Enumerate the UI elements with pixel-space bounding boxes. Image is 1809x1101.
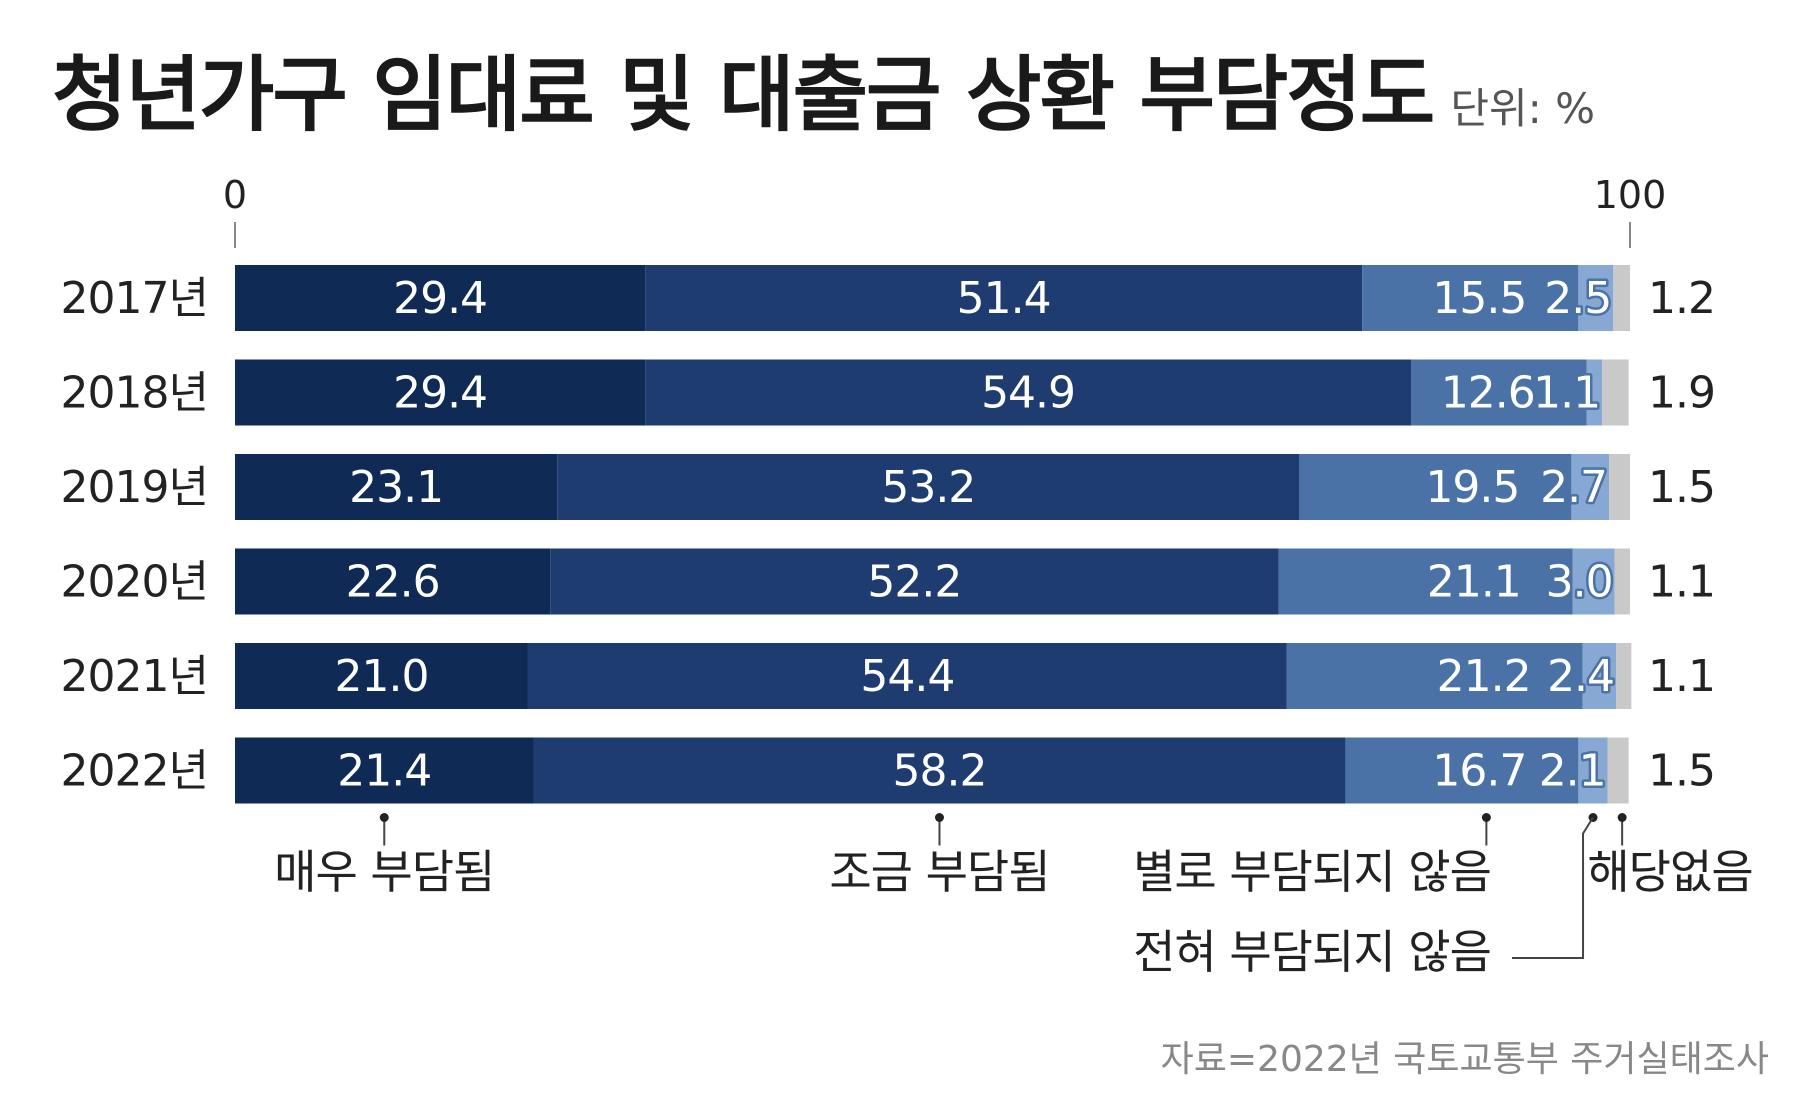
legend-label: 매우 부담됨 [274,845,494,899]
data-label: 29.4 [393,273,487,324]
x-tick-label: 100 [1594,173,1667,217]
data-label: 1.5 [1648,462,1715,513]
legend-label: 조금 부담됨 [829,845,1049,899]
bar-segment [645,359,1411,426]
bar-segment [1572,548,1615,615]
data-label: 29.4 [393,368,487,419]
data-label: 1.1 [1648,651,1715,702]
bar-segment [557,454,1300,520]
bar-segment [1616,643,1632,709]
data-label: 21.4 [337,746,431,797]
data-label: 15.5 [1432,273,1526,324]
bar-segment [235,737,534,804]
legend-leader-dot [934,813,944,822]
unit-label: 단위: % [1450,84,1596,133]
bar-segment [1607,737,1629,804]
bar-segment [1614,548,1630,615]
bar-segment [1586,359,1603,426]
title-block: 청년가구 임대료 및 대출금 상환 부담정도 단위: % [52,28,1595,147]
bar-segment [527,643,1287,709]
x-axis: 0 100 [223,173,1666,248]
bar-segment [1299,454,1572,520]
category-label: 2018년 [61,368,208,419]
data-label: 54.4 [860,651,954,702]
legend-label: 전혀 부담되지 않음 [1133,925,1491,979]
legend-leader-dot [1617,813,1627,822]
bar-segment [533,737,1346,804]
bar-segment [1602,359,1629,426]
bar-segment [1278,548,1573,615]
bar-segment [1286,643,1583,709]
data-label: 2.5 [1544,273,1611,324]
data-label: 1.9 [1648,368,1715,419]
data-label: 22.6 [346,557,440,608]
bar-segment [1410,359,1587,426]
data-label: 2.7 [1540,462,1607,513]
category-label: 2020년 [61,557,208,608]
bar-segment [235,265,646,331]
bar-segment [235,643,528,709]
data-label: 1.5 [1648,746,1715,797]
bar-segment [1362,265,1579,331]
data-label: 1.1 [1648,557,1715,608]
bar-segment [1578,265,1614,331]
bar-segment [1609,454,1630,520]
bar-segment [235,454,558,520]
legend-label: 해당없음 [1587,845,1752,899]
bar-segment [1345,737,1579,804]
data-label: 2.1 [1539,746,1606,797]
legend-leader-dot [1481,813,1491,822]
data-label: 19.5 [1425,462,1519,513]
chart-title: 청년가구 임대료 및 대출금 상환 부담정도 [52,48,1435,143]
category-label: 2021년 [61,651,208,702]
bar-segment [550,548,1279,615]
data-label: 53.2 [881,462,975,513]
bar-segment [1613,265,1630,331]
data-label: 16.7 [1432,746,1526,797]
data-label: 2.4 [1547,651,1614,702]
bar-segment [1578,737,1608,804]
source-note: 자료=2022년 국토교통부 주거실태조사 [1160,1039,1769,1080]
bars-layer: 2017년 29.4 51.4 15.5 2.5 1.2 2018년 29.4 54.9 12.6… [61,265,1716,804]
bar-segment [235,359,646,426]
data-label: 21.1 [1427,557,1521,608]
data-label: 23.1 [349,462,443,513]
data-label: 21.2 [1437,651,1531,702]
bar-segment [1571,454,1610,520]
data-label: 52.2 [867,557,961,608]
data-label: 21.0 [334,651,428,702]
data-label: 54.9 [981,368,1075,419]
bar-segment [235,548,551,615]
data-label: 12.6 [1441,368,1535,419]
legend-label: 별로 부담되지 않음 [1133,845,1491,899]
data-label: 58.2 [892,746,986,797]
category-label: 2017년 [61,273,208,324]
legend-leader-dot [379,813,389,822]
data-label: 1.1 [1533,368,1600,419]
bar-segment [645,265,1363,331]
category-label: 2022년 [61,746,208,797]
category-label: 2019년 [61,462,208,513]
bar-segment [1582,643,1617,709]
legend-leader [1512,816,1594,959]
data-label: 1.2 [1648,273,1715,324]
x-tick-label: 0 [223,173,247,217]
data-label: 51.4 [957,273,1051,324]
data-label: 3.0 [1546,557,1613,608]
